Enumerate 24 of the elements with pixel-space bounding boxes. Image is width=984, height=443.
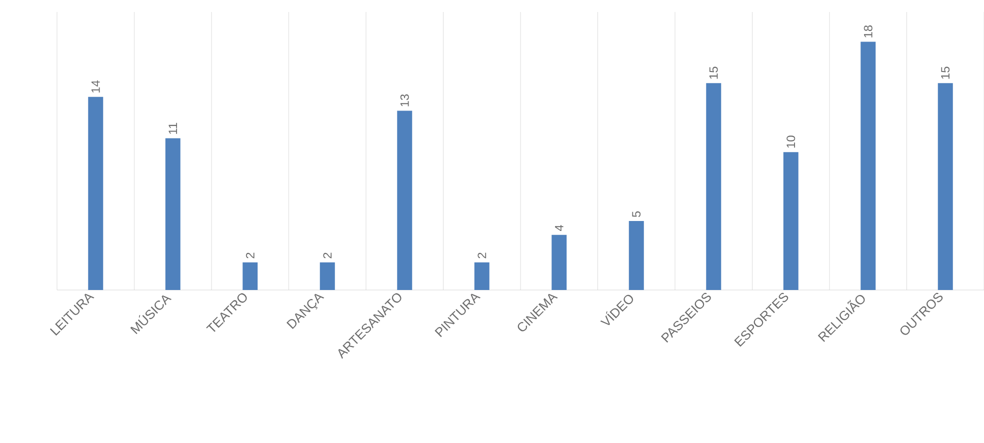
bar bbox=[783, 152, 798, 290]
bar bbox=[552, 234, 567, 290]
data-label: 2 bbox=[478, 252, 486, 258]
data-label: 18 bbox=[864, 25, 872, 38]
data-label: 15 bbox=[709, 66, 718, 79]
data-label: 10 bbox=[786, 136, 796, 148]
data-label: 15 bbox=[941, 66, 950, 79]
data-label: 2 bbox=[323, 252, 332, 258]
data-label: 11 bbox=[168, 122, 178, 134]
data-label: 13 bbox=[400, 94, 409, 106]
bar bbox=[165, 138, 180, 290]
bar bbox=[474, 262, 490, 290]
data-label: 14 bbox=[92, 80, 100, 92]
bar bbox=[628, 221, 644, 290]
bar bbox=[320, 262, 335, 290]
data-label: 4 bbox=[555, 224, 564, 232]
bar bbox=[706, 83, 722, 290]
bar bbox=[242, 262, 258, 290]
bar bbox=[397, 110, 412, 290]
bar bbox=[938, 83, 953, 290]
bar bbox=[88, 96, 104, 290]
bar bbox=[860, 42, 876, 290]
data-label: 2 bbox=[246, 252, 254, 258]
data-label: 5 bbox=[632, 211, 641, 218]
